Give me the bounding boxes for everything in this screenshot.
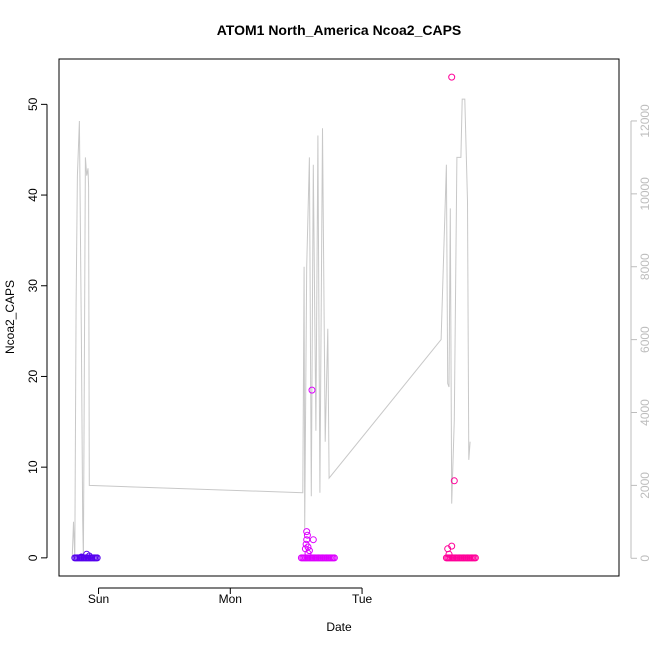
data-point: [448, 73, 456, 81]
secondary-series-line: [71, 98, 471, 559]
y-axis-left: 0 10 20 30 40 50: [26, 97, 48, 561]
data-point: [330, 554, 338, 562]
y-tick-label: 20: [26, 369, 40, 383]
y2-tick-label: 10000: [638, 177, 650, 211]
x-axis-label: Date: [326, 620, 352, 634]
x-tick-label: Sun: [88, 592, 109, 606]
data-point: [303, 531, 311, 539]
data-point: [448, 542, 456, 550]
secondary-line: [71, 98, 471, 559]
data-point: [471, 554, 479, 562]
data-point: [450, 477, 458, 485]
y-axis-right: 0 2000 4000 6000 8000 10000 12000: [630, 104, 650, 562]
y2-tick-label: 8000: [638, 253, 650, 280]
data-point: [304, 549, 312, 557]
data-point: [93, 554, 101, 562]
y-tick-label: 30: [26, 279, 40, 293]
y2-tick-label: 6000: [638, 326, 650, 353]
data-point: [309, 536, 317, 544]
data-points: [71, 73, 479, 562]
y2-tick-label: 0: [638, 555, 650, 562]
y-axis-label: Ncoa2_CAPS: [3, 280, 17, 354]
y-tick-label: 40: [26, 188, 40, 202]
x-axis: Sun Mon Tue: [88, 587, 373, 606]
y-tick-label: 10: [26, 460, 40, 474]
data-point: [303, 536, 311, 544]
data-point: [303, 528, 311, 536]
data-point: [85, 552, 93, 560]
y2-tick-label: 12000: [638, 104, 650, 138]
x-tick-label: Mon: [219, 592, 242, 606]
data-point: [77, 553, 85, 561]
y-tick-label: 50: [26, 97, 40, 111]
y2-tick-label: 2000: [638, 472, 650, 499]
y2-tick-label: 4000: [638, 399, 650, 426]
plot-frame: [58, 58, 620, 577]
x-tick-label: Tue: [352, 592, 373, 606]
chart-title: ATOM1 North_America Ncoa2_CAPS: [217, 22, 462, 38]
y-tick-label: 0: [26, 554, 40, 561]
data-point: [308, 386, 316, 394]
data-point: [445, 550, 453, 558]
